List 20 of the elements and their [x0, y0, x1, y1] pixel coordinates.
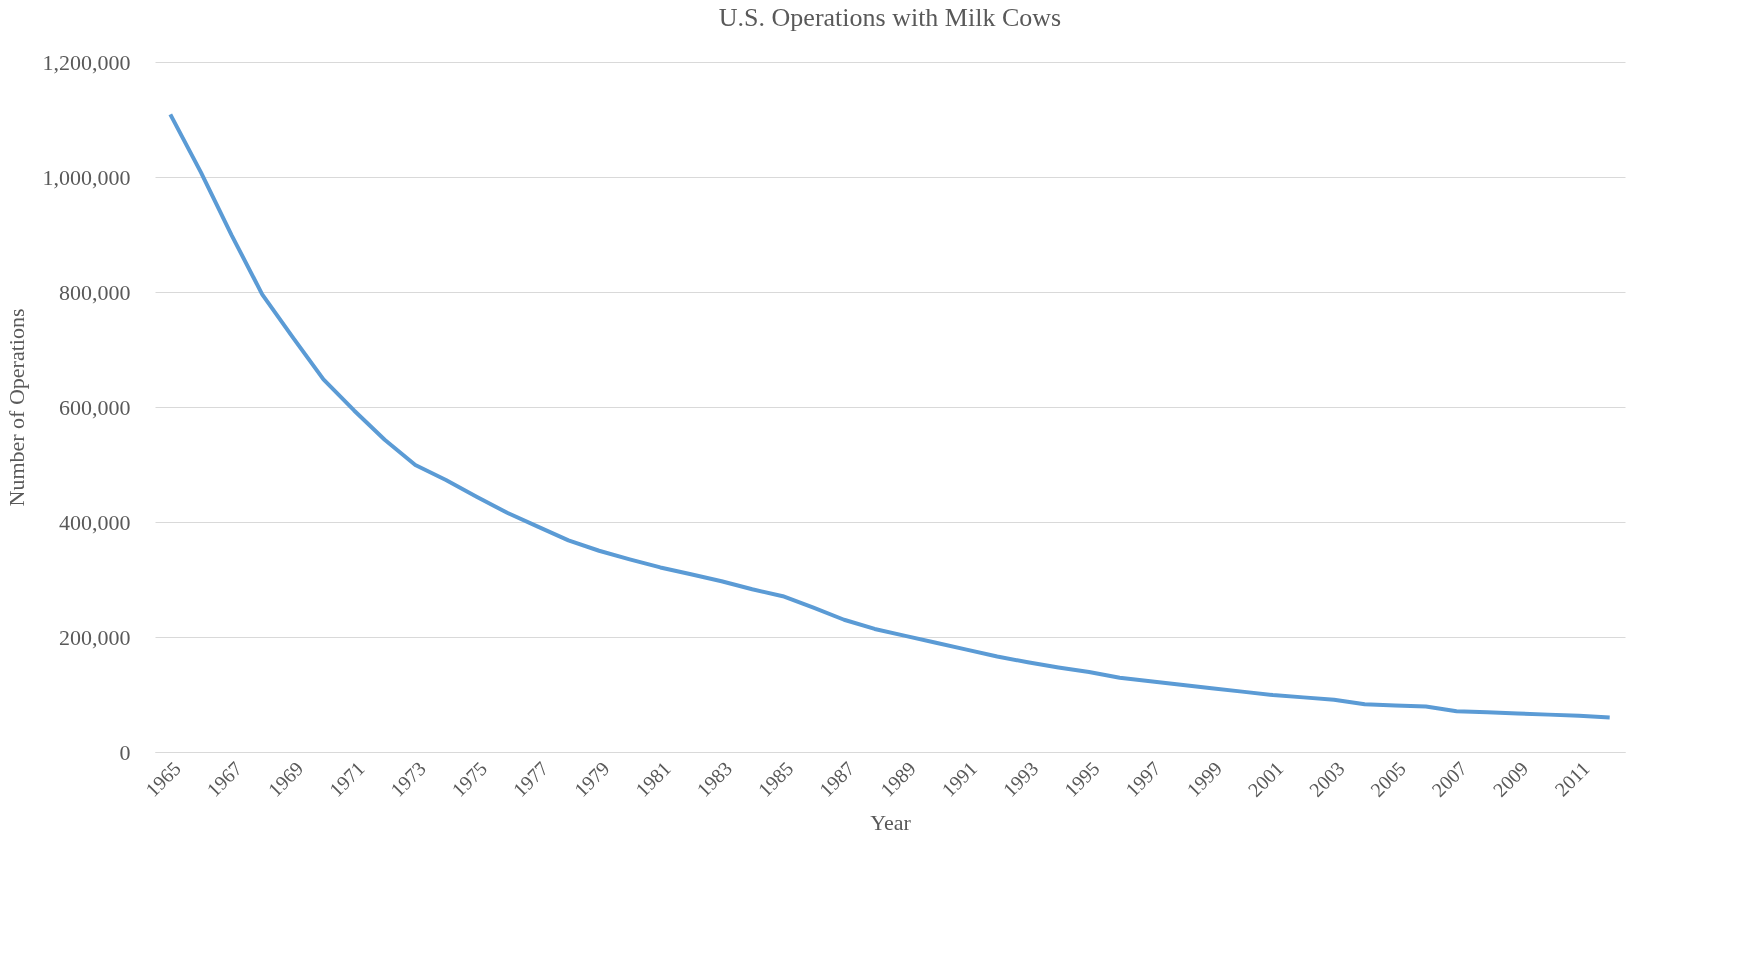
y-tick-label: 0	[119, 739, 131, 765]
x-tick-label: 1973	[386, 757, 430, 801]
x-tick-label: 1999	[1182, 757, 1227, 801]
line-series	[168, 112, 1612, 720]
x-tick-label: 1981	[631, 757, 675, 801]
x-tick-label: 1971	[324, 757, 369, 801]
chart-title: U.S. Operations with Milk Cows	[718, 3, 1062, 32]
x-tick-label: 1991	[937, 757, 982, 801]
y-axis-title: Number of Operations	[3, 308, 29, 507]
y-tick-label: 1,200,000	[42, 49, 131, 75]
x-axis-title: Year	[870, 809, 912, 835]
y-tick-label: 400,000	[59, 509, 131, 535]
y-tick-label: 600,000	[59, 394, 131, 420]
y-tick-label: 1,000,000	[42, 164, 131, 190]
x-tick-label: 1979	[569, 757, 614, 801]
y-tick-label: 800,000	[59, 279, 131, 305]
y-tick-label: 200,000	[59, 624, 131, 650]
x-tick-label: 2011	[1550, 757, 1594, 801]
x-tick-label: 1969	[263, 757, 308, 801]
x-tick-label: 1989	[876, 757, 920, 801]
